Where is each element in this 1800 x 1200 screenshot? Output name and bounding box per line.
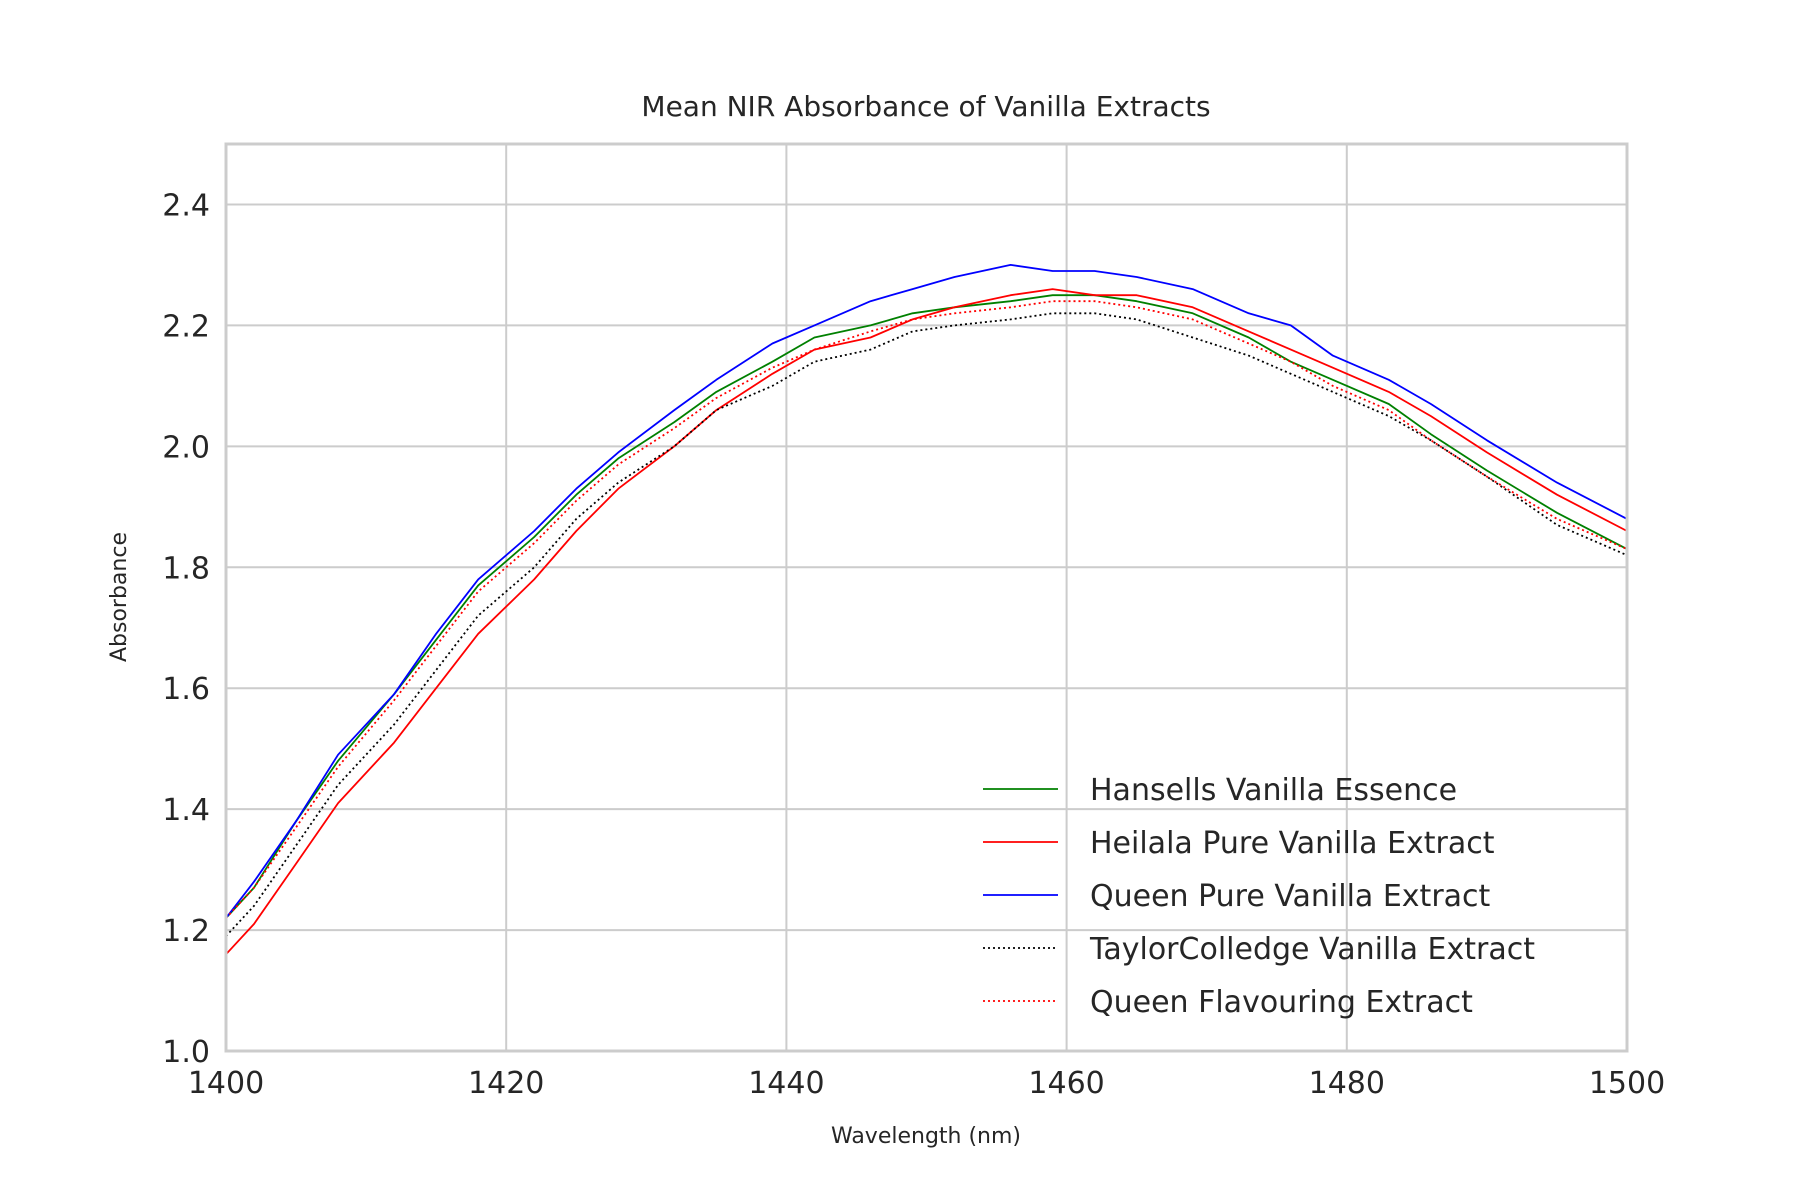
x-tick-label: 1500 [1589,1066,1665,1101]
series-line-hansells-vanilla-essence [225,294,1628,919]
y-tick-label: 1.2 [162,914,210,949]
legend-label: TaylorColledge Vanilla Extract [1089,932,1535,967]
x-tick-label: 1420 [468,1066,544,1101]
x-tick-label: 1480 [1309,1066,1385,1101]
y-axis-label: Absorbance [107,532,132,662]
y-tick-label: 1.0 [162,1035,210,1070]
series-line-queen-flavouring-extract [225,300,1628,919]
y-tick-label: 1.8 [162,551,210,586]
legend-label: Queen Pure Vanilla Extract [1090,879,1491,914]
y-tick-label: 1.6 [162,672,210,707]
legend-label: Queen Flavouring Extract [1090,985,1473,1020]
y-tick-label: 2.2 [162,309,210,344]
y-tick-label: 1.4 [162,793,210,828]
legend-label: Hansells Vanilla Essence [1090,773,1457,808]
series-line-queen-pure-vanilla-extract [225,263,1628,919]
y-tick-labels: 1.0 1.2 1.4 1.6 1.8 2.0 2.2 2.4 [162,188,210,1070]
y-tick-label: 2.0 [162,430,210,465]
plot-frame [224,142,1629,1053]
series-lines [225,263,1628,955]
x-tick-label: 1400 [188,1066,264,1101]
series-line-heilala-pure-vanilla-extract [225,288,1628,955]
y-tick-label: 2.4 [162,188,210,223]
x-tick-label: 1460 [1028,1066,1104,1101]
x-tick-labels: 1400 1420 1440 1460 1480 1500 [188,1066,1665,1101]
legend: Hansells Vanilla Essence Heilala Pure Van… [983,773,1535,1020]
chart-title: Mean NIR Absorbance of Vanilla Extracts [641,90,1210,123]
legend-label: Heilala Pure Vanilla Extract [1090,826,1495,861]
x-axis-label: Wavelength (nm) [831,1124,1021,1149]
x-tick-label: 1440 [748,1066,824,1101]
